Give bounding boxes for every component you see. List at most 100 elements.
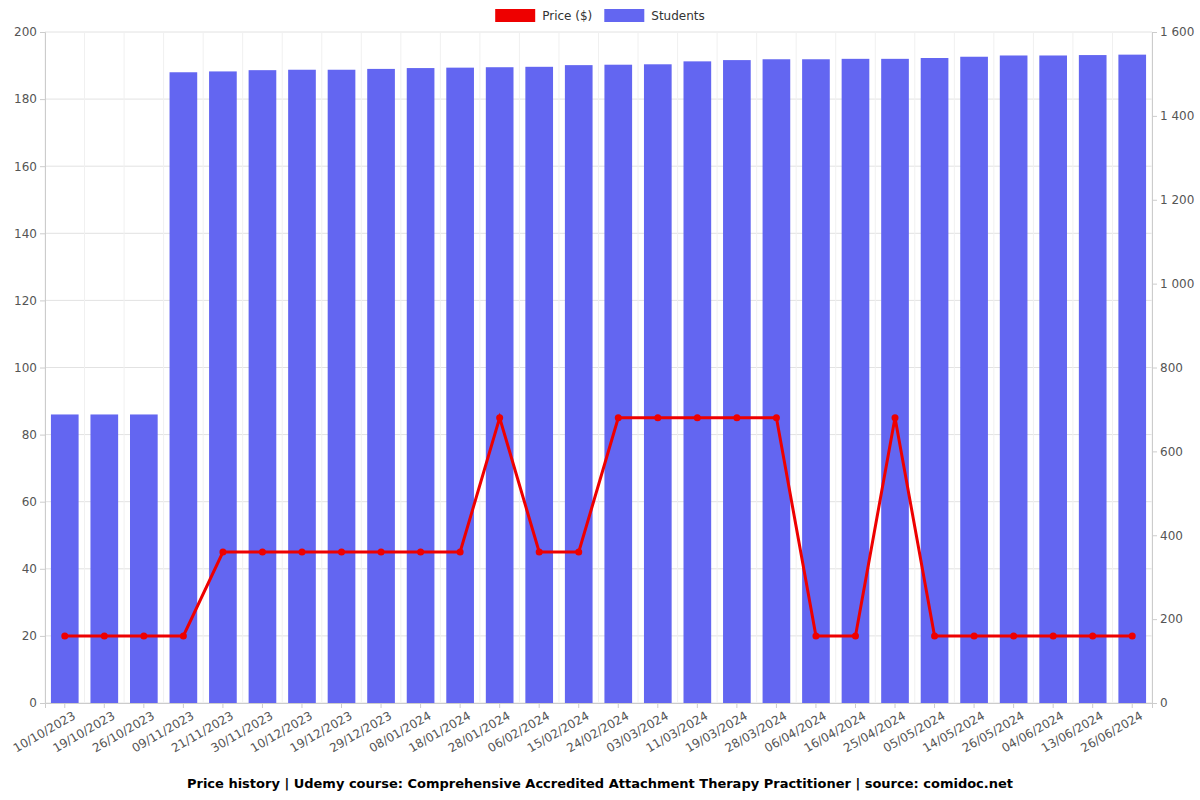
marker [219,549,226,556]
bar [249,70,277,703]
y2-axis: 02004006008001 0001 2001 4001 600 [1152,25,1194,710]
tick: 1 200 [1152,193,1194,207]
marker [61,632,68,639]
marker [892,414,899,421]
bar [1118,55,1146,703]
tick-label: 40 [22,562,37,576]
bar [842,59,870,703]
marks [51,55,1146,703]
legend: Price ($) Students [495,9,705,23]
tick: 160 [14,160,45,174]
grid-line-vertical [875,32,876,703]
grid-line-vertical [124,32,125,703]
marker [496,414,503,421]
grid-line-vertical [677,32,678,703]
grid-line-vertical [321,32,322,703]
tick-mark [1152,200,1157,201]
chart: 0204060801001201401601802000200400600800… [0,0,1200,800]
tick-label: 120 [14,294,37,308]
tick-mark [40,502,45,503]
tick: 400 [1152,529,1183,543]
tick-label: 140 [14,227,37,241]
tick-mark [1152,619,1157,620]
marker [259,549,266,556]
tick: 200 [1152,612,1183,626]
tick-label: 200 [1160,612,1183,626]
legend-item: Students [604,9,705,23]
tick-mark [64,703,65,708]
tick-mark [460,703,461,708]
bar [1079,55,1107,703]
grid-line-vertical [1033,32,1034,703]
grid [45,32,1152,703]
tick-label: 1 200 [1160,193,1194,207]
title: Price history | Udemy course: Comprehens… [187,776,1013,791]
bar [525,67,553,703]
plot: 0204060801001201401601802000200400600800… [11,25,1195,755]
grid-line-vertical [440,32,441,703]
tick-label: 0 [1160,696,1168,710]
marker [536,549,543,556]
marker [615,414,622,421]
bar [565,65,593,703]
legend-label: Price ($) [542,9,592,23]
tick-mark [40,166,45,167]
tick: 1 400 [1152,109,1194,123]
tick-label: 60 [22,495,37,509]
bar [407,68,435,703]
tick: 0 [29,696,45,710]
tick-mark [895,703,896,708]
grid-line-vertical [84,32,85,703]
tick: 80 [22,428,45,442]
tick-mark [381,703,382,708]
grid-line-vertical [598,32,599,703]
tick: 0 [1152,696,1168,710]
marker [417,549,424,556]
marker [733,414,740,421]
bar [1039,55,1067,703]
tick-mark [222,703,223,708]
marker [931,632,938,639]
tick-mark [40,569,45,570]
grid-line-vertical [400,32,401,703]
tick-mark [1092,703,1093,708]
tick-mark [855,703,856,708]
tick-mark [499,703,500,708]
grid-line-vertical [756,32,757,703]
tick-mark [143,703,144,708]
legend-item: Price ($) [495,9,592,23]
grid-line-vertical [717,32,718,703]
tick-mark [1053,703,1054,708]
grid-line-vertical [479,32,480,703]
marker [101,632,108,639]
tick-label: 180 [14,92,37,106]
legend-swatch [604,9,644,22]
tick: 60 [22,495,45,509]
tick: 800 [1152,361,1183,375]
tick-label: 100 [14,361,37,375]
tick: 1 600 [1152,25,1194,39]
tick-mark [420,703,421,708]
tick-mark [40,233,45,234]
tick-mark [1132,703,1133,708]
marker [1050,632,1057,639]
marker [1129,632,1136,639]
bar [288,70,316,703]
grid-line-vertical [638,32,639,703]
grid-line-vertical [954,32,955,703]
marker [1010,632,1017,639]
grid-line-vertical [282,32,283,703]
tick-label: 1 400 [1160,109,1194,123]
bar [446,68,474,703]
tick-label: 600 [1160,445,1183,459]
marker [378,549,385,556]
bar-series [51,55,1146,703]
tick: 20 [22,629,45,643]
tick-label: 80 [22,428,37,442]
tick-mark [736,703,737,708]
marker [773,414,780,421]
marker [180,632,187,639]
bar [684,61,712,703]
grid-line-vertical [796,32,797,703]
tick-mark [104,703,105,708]
